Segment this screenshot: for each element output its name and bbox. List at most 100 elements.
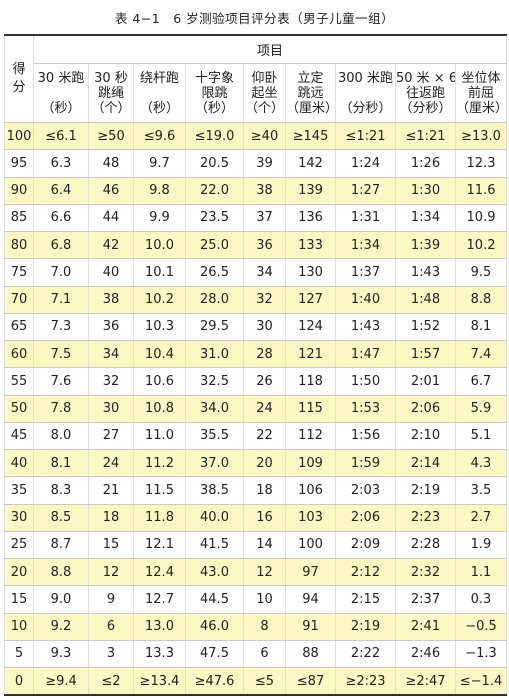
score-cell: 127 (285, 285, 336, 314)
score-cell: 9.2 (33, 612, 89, 641)
score-cell: 1:27 (335, 176, 396, 205)
score-cell: 40.0 (185, 503, 244, 532)
score-cell: 2:22 (335, 639, 396, 669)
score-cell: 8.5 (33, 503, 89, 532)
score-cell: 10.1 (133, 258, 186, 287)
score-cell: 142 (285, 149, 336, 178)
table-row: 0 ≥9.4 ≤2 ≥13.4 ≥47.6 ≤5 ≤87 ≥2:23 ≥2:47 ≤−1.4 (4, 667, 508, 696)
score-cell: 1:24 (335, 149, 396, 178)
score-cell: ≥2:23 (335, 667, 396, 696)
score-cell: 18 (88, 503, 134, 532)
score-cell: ≤−1.4 (454, 667, 508, 696)
score-cell: 136 (285, 203, 336, 233)
score-cell: 6.8 (33, 230, 89, 260)
column-header-line: （个） (244, 100, 284, 116)
score-cell: 13.3 (133, 639, 186, 669)
score-cell: 1.1 (454, 557, 508, 587)
score-cell: 43.0 (185, 557, 244, 587)
score-cell: 21 (88, 476, 134, 505)
score-cell: 10.4 (133, 339, 186, 369)
score-cell: 7.3 (33, 312, 89, 342)
column-header-line: 仰卧 (251, 70, 278, 86)
score-cell: 32 (243, 285, 286, 314)
score-cell: 2:10 (395, 421, 456, 451)
grade-cell: 90 (4, 176, 34, 205)
table-row: 100 ≤6.1 ≥50 ≤9.6 ≤19.0 ≥40 ≥145 ≤1:21 ≤1:21 ≥13.… (4, 121, 508, 151)
table-row: 15 9.0 9 12.7 44.5 10 94 2:15 2:37 0.3 (4, 585, 508, 614)
score-cell: 2:32 (395, 557, 456, 587)
table-row: 50 7.8 30 10.8 34.0 24 115 1:53 2:06 5.9 (4, 394, 508, 423)
score-cell: 7.0 (33, 258, 89, 287)
score-cell: ≤9.6 (133, 121, 186, 151)
column-header-line: 30 米跑 (37, 70, 85, 86)
grade-column-header: 得 分 (4, 34, 34, 123)
score-cell: 11.0 (133, 421, 186, 451)
score-cell: 13.0 (133, 612, 186, 641)
score-cell: 23.5 (185, 203, 244, 233)
score-cell: ≤5 (243, 667, 286, 696)
score-cell: 8.8 (454, 285, 508, 314)
score-cell: ≥47.6 (185, 667, 244, 696)
column-header: 300 米跑 （分秒） (335, 63, 396, 123)
score-cell: 9.3 (33, 639, 89, 669)
table-row: 70 7.1 38 10.2 28.0 32 127 1:40 1:48 8.8 (4, 285, 508, 314)
score-cell: 27 (88, 421, 134, 451)
score-cell: 9 (88, 585, 134, 614)
column-header: 30 秒跳绳 （个） (88, 63, 134, 123)
score-cell: 40 (88, 258, 134, 287)
score-cell: 25.0 (185, 230, 244, 260)
table-row: 25 8.7 15 12.1 41.5 14 100 2:09 2:28 1.9 (4, 530, 508, 560)
score-cell: 35.5 (185, 421, 244, 451)
score-cell: 106 (285, 476, 336, 505)
column-header-line: （分秒） (339, 100, 392, 116)
table-row: 65 7.3 36 10.3 29.5 30 124 1:43 1:52 8.1 (4, 312, 508, 342)
score-cell: 48 (88, 149, 134, 178)
table-row: 20 8.8 12 12.4 43.0 12 97 2:12 2:32 1.1 (4, 557, 508, 587)
grade-cell: 100 (4, 121, 34, 151)
score-cell: 6.6 (33, 203, 89, 233)
score-cell: 1:40 (335, 285, 396, 314)
score-cell: 10 (243, 585, 286, 614)
grade-cell: 95 (4, 149, 34, 178)
score-cell: 11.6 (454, 176, 508, 205)
score-cell: 32 (88, 367, 134, 396)
table-row: 75 7.0 40 10.1 26.5 34 130 1:37 1:43 9.5 (4, 258, 508, 287)
score-cell: 1:39 (395, 230, 456, 260)
score-cell: 10.0 (133, 230, 186, 260)
score-cell: ≤1:21 (395, 121, 456, 151)
score-cell: ≥2:47 (395, 667, 456, 696)
column-header: 50 米 × 6 往返跑 （分秒） (395, 63, 456, 123)
score-cell: 46.0 (185, 612, 244, 641)
score-cell: 8.1 (33, 448, 89, 478)
score-cell: 18 (243, 476, 286, 505)
score-cell: 3.5 (454, 476, 508, 505)
score-cell: 112 (285, 421, 336, 451)
score-cell: 24 (243, 394, 286, 423)
score-cell: 2:14 (395, 448, 456, 478)
score-cell: ≤87 (285, 667, 336, 696)
column-header-line (337, 86, 395, 101)
column-header-line: 往返跑 (405, 85, 445, 101)
score-cell: 8.8 (33, 557, 89, 587)
table-row: 95 6.3 48 9.7 20.5 39 142 1:24 1:26 12.3 (4, 149, 508, 178)
grade-cell: 85 (4, 203, 34, 233)
score-cell: 12.4 (133, 557, 186, 587)
score-cell: 1:31 (335, 203, 396, 233)
table-row: 35 8.3 21 11.5 38.5 18 106 2:03 2:19 3.5 (4, 476, 508, 505)
column-header-line: （厘米） (286, 100, 336, 116)
score-cell: 1:34 (335, 230, 396, 260)
column-header-line: （秒） (139, 100, 179, 116)
score-cell: 12.3 (454, 149, 508, 178)
column-header: 绕杆跑 （秒） (133, 63, 186, 123)
column-header: 30 米跑 （秒） (33, 63, 89, 123)
score-cell: 2:01 (395, 367, 456, 396)
score-cell: 1:57 (395, 339, 456, 369)
score-cell: 37 (243, 203, 286, 233)
score-cell: 94 (285, 585, 336, 614)
score-cell: 16 (243, 503, 286, 532)
score-cell: 20.5 (185, 149, 244, 178)
column-header-line: 跳远 (297, 85, 324, 101)
score-cell: 46 (88, 176, 134, 205)
score-cell: 28.0 (185, 285, 244, 314)
grade-cell: 50 (4, 394, 34, 423)
